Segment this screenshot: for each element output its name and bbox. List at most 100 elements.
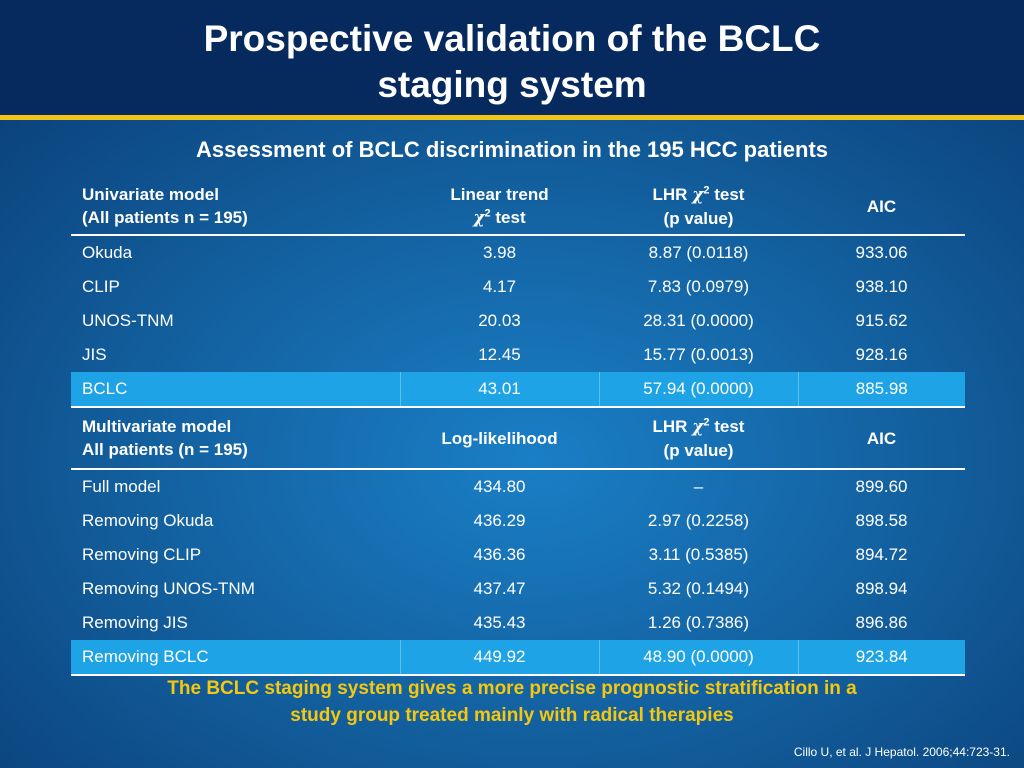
multivariate-rows: Full model 434.80 – 899.60 Removing Okuda 436…: [71, 469, 965, 676]
univariate-cell-lhr: 7.83 (0.0979): [647, 277, 750, 296]
superscript-2: 2: [703, 183, 710, 196]
multivariate-cell-loglik: 434.80: [473, 477, 526, 496]
linear-trend-header-line1: Linear trend: [450, 184, 549, 204]
univariate-cell-model: BCLC: [71, 372, 400, 408]
citation: Cillo U, et al. J Hepatol. 2006;44:723-3…: [793, 745, 1010, 759]
univariate-row: CLIP 4.17 7.83 (0.0979) 938.10: [71, 270, 965, 304]
univariate-cell-aic: 915.62: [855, 311, 908, 330]
univariate-row: JIS 12.45 15.77 (0.0013) 928.16: [71, 338, 965, 372]
conclusion-line1: The BCLC staging system gives a more pre…: [167, 678, 857, 699]
univariate-cell-aic: 885.98: [797, 372, 965, 408]
univariate-cell-aic: 938.10: [855, 277, 908, 296]
multivariate-cell-model: Removing Okuda: [82, 511, 214, 530]
multivariate-model-header: Multivariate model All patients (n = 195…: [71, 406, 400, 470]
multivariate-section: Multivariate model All patients (n = 195…: [71, 406, 965, 470]
multivariate-row: Removing Okuda 436.29 2.97 (0.2258) 898.58: [71, 504, 965, 538]
lhr-prefix: LHR: [652, 184, 693, 204]
lhr-prefix: LHR: [652, 416, 693, 436]
univariate-section: Univariate model (All patients n = 195) …: [71, 178, 965, 236]
multivariate-cell-lhr: 1.26 (0.7386): [647, 613, 750, 632]
univariate-model-header-line2: (All patients n = 195): [82, 208, 248, 227]
univariate-cell-lhr: 28.31 (0.0000): [643, 311, 754, 330]
multivariate-cell-model: Removing CLIP: [82, 545, 202, 564]
multivariate-header-row: Multivariate model All patients (n = 195…: [71, 406, 965, 470]
univariate-model-header-line1: Univariate model: [82, 185, 219, 204]
multivariate-cell-model: Removing JIS: [82, 613, 188, 632]
multivariate-cell-model: Full model: [82, 477, 161, 496]
multivariate-row: Removing UNOS-TNM 437.47 5.32 (0.1494) 898.…: [71, 572, 965, 606]
conclusion-line2: study group treated mainly with radical …: [290, 705, 734, 726]
chi-symbol: χ: [473, 207, 485, 228]
multivariate-cell-loglik: 436.29: [473, 511, 526, 530]
multivariate-cell-loglik: 449.92: [399, 640, 599, 676]
slide-title-line1: Prospective validation of the BCLC: [203, 18, 821, 59]
univariate-row: BCLC 43.01 57.94 (0.0000) 885.98: [71, 372, 965, 408]
gold-divider: [0, 115, 1024, 120]
univariate-cell-lhr: 15.77 (0.0013): [643, 345, 754, 364]
univariate-cell-trend: 3.98: [482, 243, 517, 262]
chi-symbol: χ: [692, 416, 704, 437]
univariate-cell-aic: 933.06: [855, 243, 908, 262]
univariate-cell-trend: 12.45: [478, 345, 521, 364]
log-likelihood-header: Log-likelihood: [400, 406, 599, 470]
multivariate-cell-lhr: 5.32 (0.1494): [647, 579, 750, 598]
table-subtitle: Assessment of BCLC discrimination in the…: [195, 137, 829, 162]
test-word: test: [490, 207, 526, 227]
univariate-cell-aic: 928.16: [855, 345, 908, 364]
lhr-header-line1: LHR χ2 test: [599, 415, 798, 439]
univariate-cell-model: JIS: [82, 345, 107, 364]
lhr-header-line2: (p value): [663, 440, 734, 460]
univariate-header-row: Univariate model (All patients n = 195) …: [71, 178, 965, 236]
multivariate-cell-aic: 898.94: [855, 579, 908, 598]
multivariate-cell-model: Removing UNOS-TNM: [82, 579, 255, 598]
slide-title-line2: staging system: [377, 64, 647, 105]
lhr-header: LHR χ2 test (p value): [599, 178, 798, 236]
univariate-cell-lhr: 57.94 (0.0000): [598, 372, 798, 408]
multivariate-cell-loglik: 437.47: [473, 579, 526, 598]
multivariate-cell-model: Removing BCLC: [71, 640, 400, 676]
multivariate-row: Full model 434.80 – 899.60: [71, 469, 965, 504]
multivariate-cell-lhr: –: [693, 477, 704, 496]
multivariate-cell-aic: 898.58: [855, 511, 908, 530]
superscript-2: 2: [484, 206, 491, 219]
multivariate-row: Removing JIS 435.43 1.26 (0.7386) 896.86: [71, 606, 965, 640]
univariate-row: UNOS-TNM 20.03 28.31 (0.0000) 915.62: [71, 304, 965, 338]
multivariate-cell-lhr: 2.97 (0.2258): [647, 511, 750, 530]
conclusion-text: The BCLC staging system gives a more pre…: [60, 675, 964, 729]
univariate-model-header: Univariate model (All patients n = 195): [71, 178, 400, 236]
multivariate-model-header-line2: All patients (n = 195): [82, 440, 248, 459]
linear-trend-header-line2: χ2 test: [400, 206, 599, 230]
test-word: test: [709, 184, 745, 204]
multivariate-row: Removing BCLC 449.92 48.90 (0.0000) 923.84: [71, 640, 965, 676]
multivariate-cell-loglik: 436.36: [473, 545, 526, 564]
results-table: Univariate model (All patients n = 195) …: [71, 178, 965, 676]
multivariate-cell-lhr: 48.90 (0.0000): [598, 640, 798, 676]
univariate-cell-model: Okuda: [82, 243, 133, 262]
multivariate-row: Removing CLIP 436.36 3.11 (0.5385) 894.72: [71, 538, 965, 572]
univariate-cell-model: UNOS-TNM: [82, 311, 174, 330]
chi-symbol: χ: [692, 184, 704, 205]
multivariate-model-header-line1: Multivariate model: [82, 417, 232, 436]
multivariate-cell-aic: 923.84: [797, 640, 965, 676]
multivariate-cell-loglik: 435.43: [473, 613, 526, 632]
test-word: test: [709, 416, 745, 436]
multivariate-cell-lhr: 3.11 (0.5385): [648, 545, 749, 564]
lhr-header-line2: (p value): [663, 208, 734, 228]
univariate-cell-model: CLIP: [82, 277, 120, 296]
univariate-cell-lhr: 8.87 (0.0118): [648, 243, 749, 262]
linear-trend-header: Linear trend χ2 test: [400, 178, 599, 236]
univariate-row: Okuda 3.98 8.87 (0.0118) 933.06: [71, 235, 965, 270]
univariate-cell-trend: 4.17: [482, 277, 517, 296]
univariate-cell-trend: 43.01: [399, 372, 599, 408]
univariate-rows: Okuda 3.98 8.87 (0.0118) 933.06 CLIP 4.17 7.83…: [71, 235, 965, 408]
superscript-2: 2: [703, 415, 710, 428]
aic-header: AIC: [798, 406, 965, 470]
multivariate-cell-aic: 896.86: [855, 613, 908, 632]
slide-title: Prospective validation of the BCLC stagi…: [0, 16, 1024, 108]
title-bar: [0, 0, 1024, 115]
lhr-header: LHR χ2 test (p value): [599, 406, 798, 470]
univariate-cell-trend: 20.03: [478, 311, 521, 330]
multivariate-cell-aic: 894.72: [855, 545, 908, 564]
lhr-header-line1: LHR χ2 test: [599, 183, 798, 207]
multivariate-cell-aic: 899.60: [855, 477, 908, 496]
